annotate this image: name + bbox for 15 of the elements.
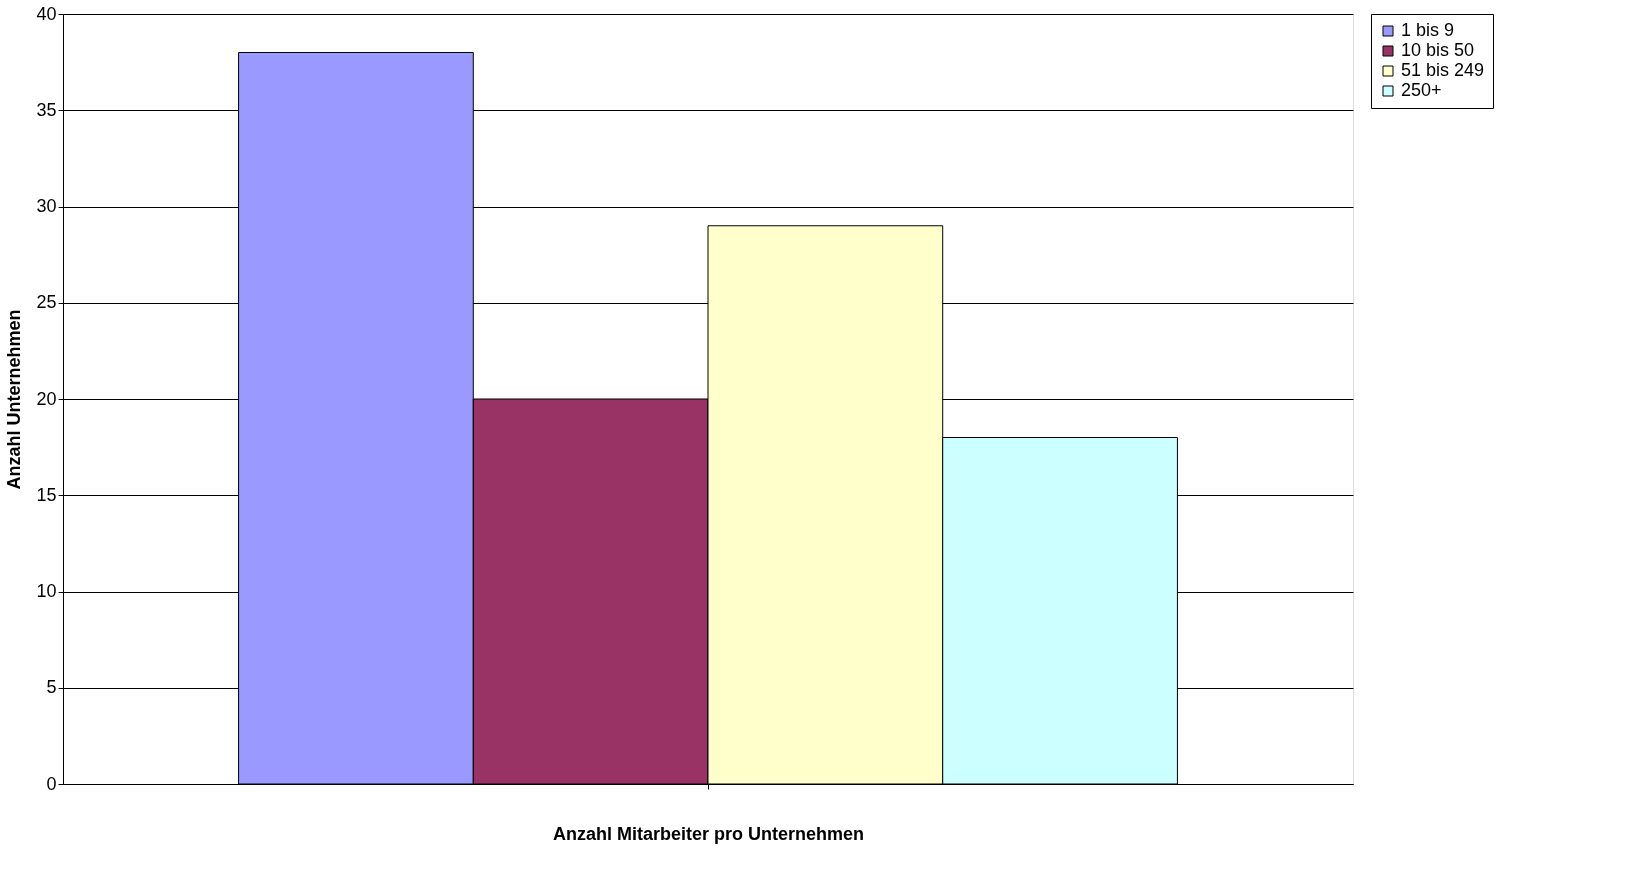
legend-label: 10 bis 50	[1401, 40, 1475, 60]
y-tick-label: 35	[36, 99, 57, 120]
y-tick-label: 0	[46, 773, 57, 794]
legend-label: 51 bis 249	[1401, 60, 1485, 80]
x-axis-title: Anzahl Mitarbeiter pro Unternehmen	[552, 823, 865, 844]
y-tick-label: 5	[46, 677, 57, 698]
y-tick-label: 10	[36, 581, 57, 601]
y-tick-label: 40	[36, 3, 57, 24]
legend-label: 1 bis 9	[1401, 20, 1455, 40]
legend-label: 250+	[1401, 80, 1442, 100]
y-tick-label: 25	[36, 292, 57, 313]
y-tick-label: 15	[36, 484, 57, 505]
y-tick-label: 30	[36, 196, 57, 216]
y-tick-label: 20	[36, 388, 57, 409]
y-axis-title: Anzahl Unternehmen	[4, 309, 25, 490]
